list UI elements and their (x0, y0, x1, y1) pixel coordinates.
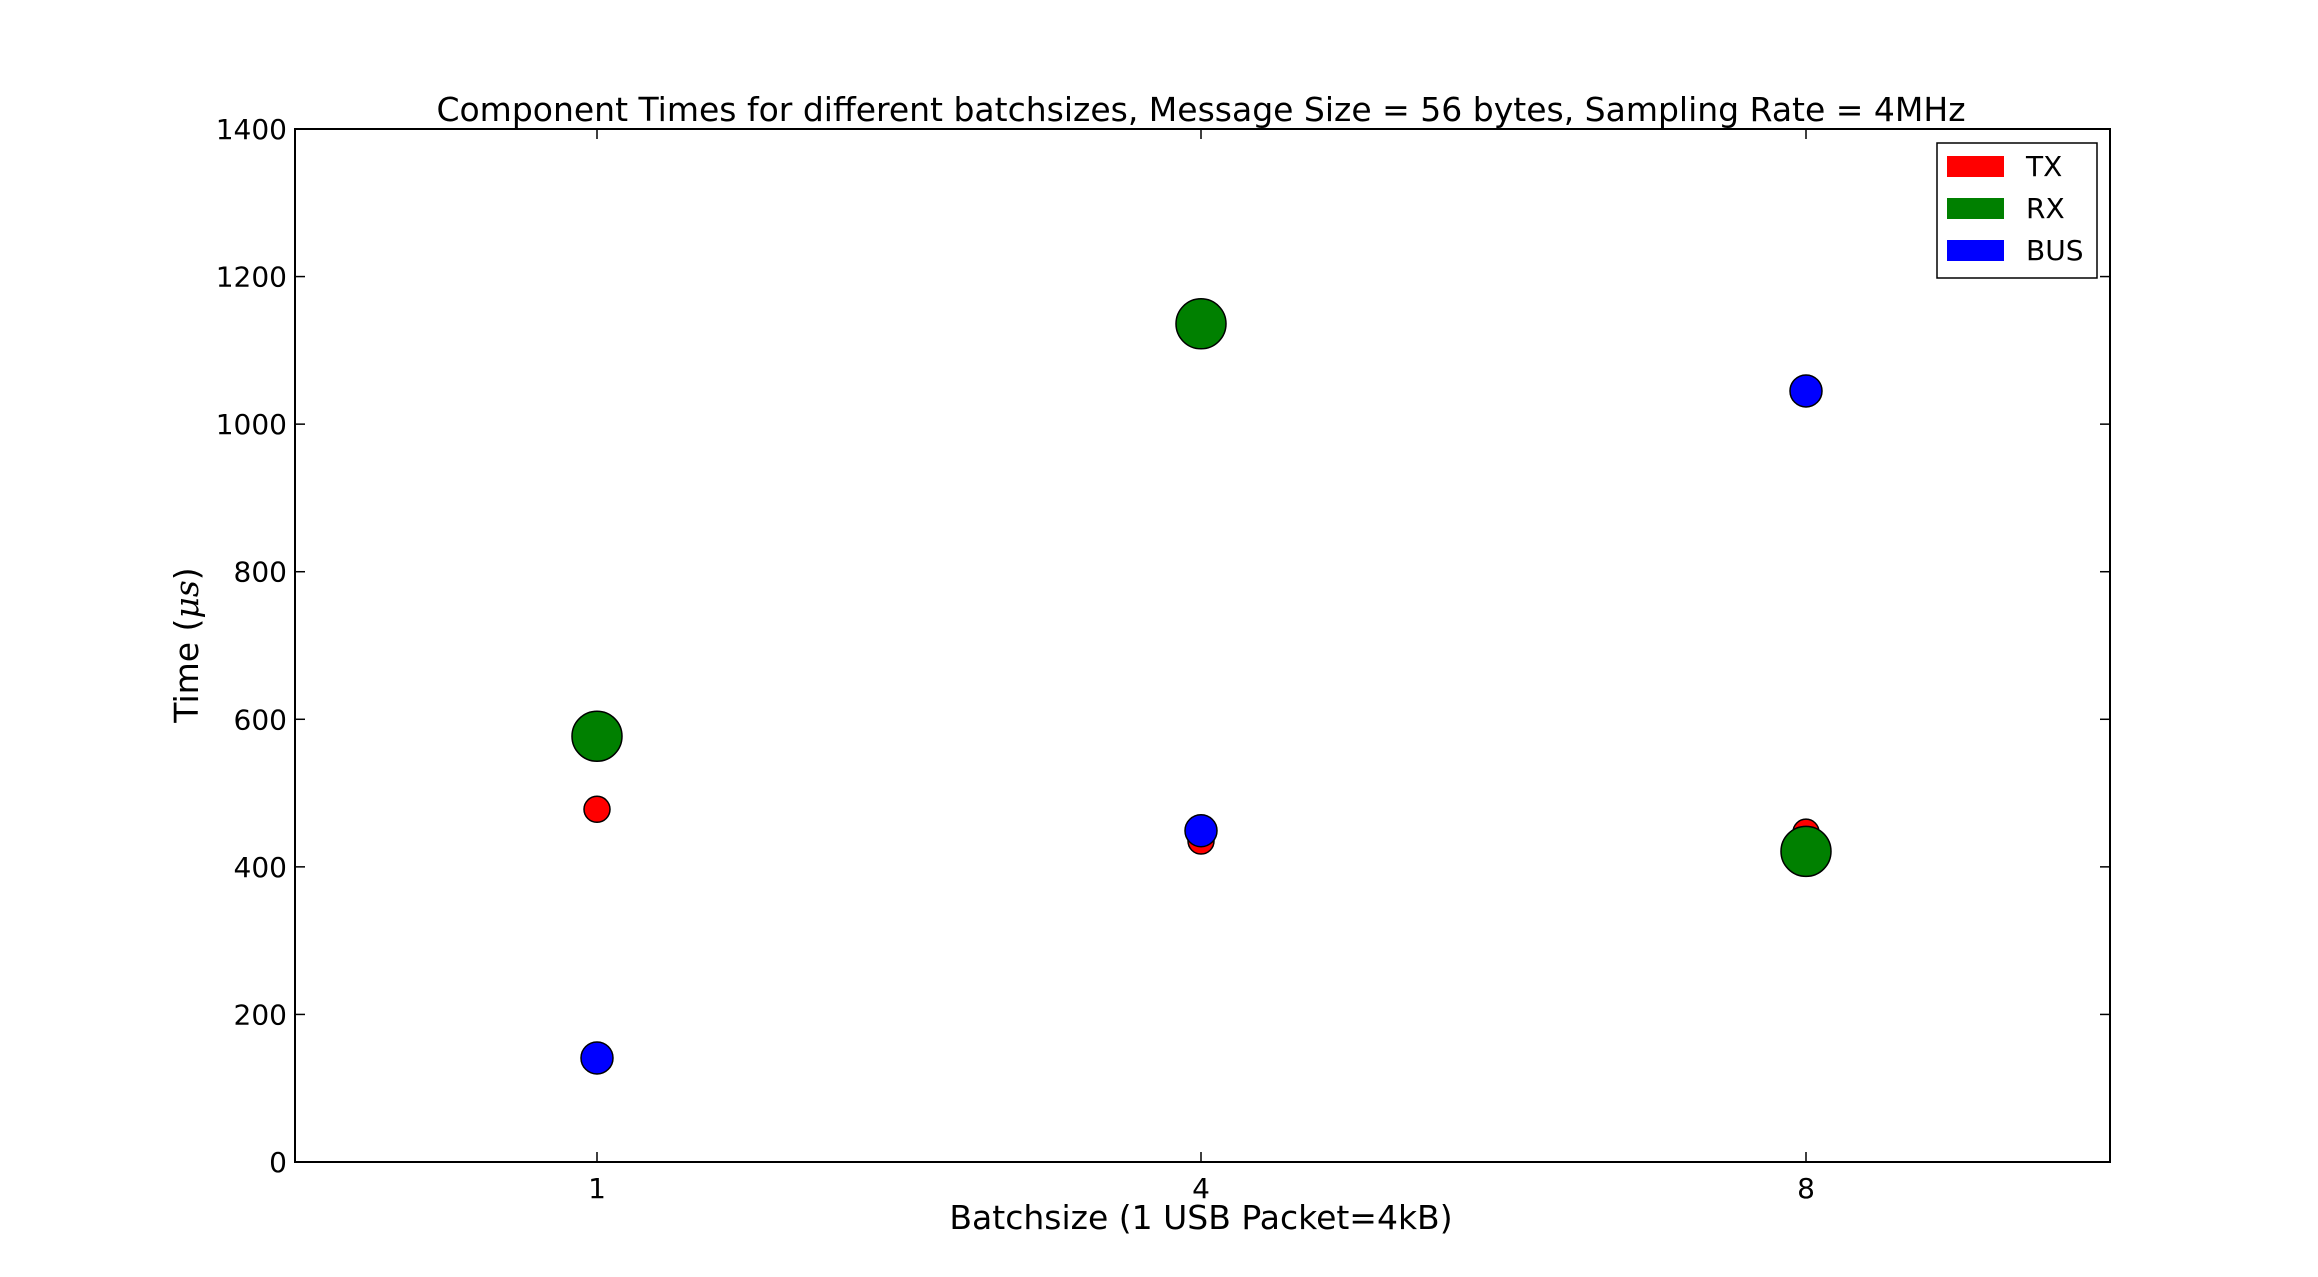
y-tick-label: 1400 (216, 113, 287, 146)
data-points (571, 298, 1832, 1075)
legend-label-rx: RX (2026, 192, 2065, 225)
y-axis-label-suffix: ) (167, 567, 206, 580)
y-tick-label: 400 (234, 851, 287, 884)
point-rx-8 (1780, 825, 1832, 878)
legend-swatch-rx (1947, 198, 2004, 219)
y-tick-label: 1200 (216, 261, 287, 294)
point-tx-1 (583, 795, 611, 824)
y-tick-label: 600 (234, 703, 287, 736)
chart-title: Component Times for different batchsizes… (436, 90, 1965, 129)
x-tick-label: 8 (1797, 1172, 1815, 1205)
x-axis: 1 4 8 (588, 129, 1815, 1205)
point-rx-4 (1175, 298, 1227, 350)
x-tick-label: 4 (1192, 1172, 1210, 1205)
x-axis-label: Batchsize (1 USB Packet=4kB) (949, 1198, 1452, 1237)
point-rx-1 (571, 710, 623, 763)
legend: TX RX BUS (1936, 142, 2098, 279)
y-tick-label: 1000 (216, 408, 287, 441)
y-tick-label: 0 (269, 1146, 287, 1179)
y-axis: 0 200 400 600 800 1000 1200 1400 (216, 113, 2110, 1179)
x-tick-label: 1 (588, 1172, 606, 1205)
point-bus-4 (1184, 813, 1218, 848)
y-axis-label: Time (μs) (167, 567, 206, 723)
legend-swatch-bus (1947, 240, 2004, 261)
point-bus-8 (1789, 374, 1823, 408)
y-tick-label: 200 (234, 998, 287, 1031)
legend-label-bus: BUS (2026, 234, 2083, 267)
legend-swatch-tx (1947, 156, 2004, 177)
y-axis-label-symbol: μs (167, 580, 206, 618)
y-axis-label-prefix: Time ( (167, 619, 206, 724)
plot-area (294, 128, 2111, 1163)
point-bus-1 (580, 1041, 614, 1075)
y-tick-label: 800 (234, 556, 287, 589)
legend-label-tx: TX (2025, 150, 2062, 183)
